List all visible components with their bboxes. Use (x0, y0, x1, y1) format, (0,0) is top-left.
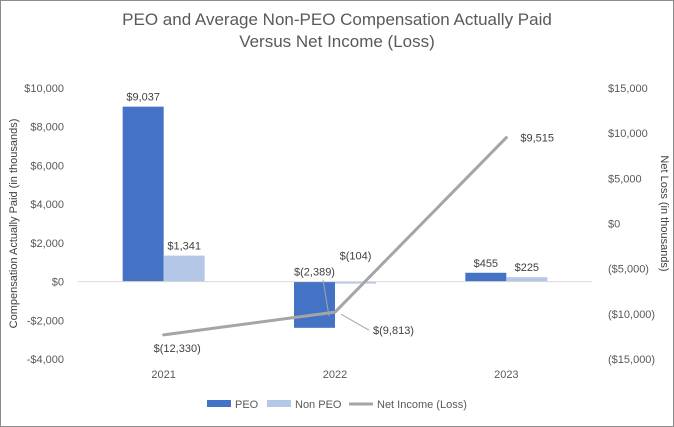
y-tick-label: $6,000 (30, 160, 64, 172)
non-peo-data-label: $225 (515, 262, 539, 274)
peo-2022-leader-line (322, 279, 330, 317)
x-tick-label: 2023 (494, 369, 518, 381)
non-peo-data-label: $(104) (340, 251, 372, 263)
legend-label: Net Income (Loss) (377, 399, 467, 411)
y-tick-label: -$4,000 (27, 354, 64, 366)
peo-bar-2021 (122, 106, 164, 282)
peo-data-label: $9,037 (126, 92, 160, 104)
y-tick-label: $2,000 (30, 238, 64, 250)
legend-swatch (207, 400, 231, 407)
legend-swatch (267, 400, 291, 407)
non-peo-bar-2021 (163, 255, 205, 282)
peo-bar-2023 (465, 272, 507, 282)
y-tick-label: $0 (52, 277, 64, 289)
non-peo-data-label: $1,341 (167, 241, 201, 253)
peo-data-label: $(2,389) (294, 267, 335, 279)
net-income-data-label: $(9,813) (373, 325, 414, 337)
net-income-line (162, 136, 508, 337)
chart-title-line1: PEO and Average Non-PEO Compensation Act… (122, 10, 552, 29)
peo-bar-2022 (294, 281, 335, 328)
y2-tick-label: $15,000 (608, 83, 648, 95)
y2-tick-label: $0 (608, 219, 620, 231)
y-tick-label: -$2,000 (27, 315, 64, 327)
y2-tick-label: $5,000 (608, 173, 642, 185)
peo-data-label: $455 (474, 258, 498, 270)
x-tick-label: 2021 (151, 369, 175, 381)
net-income-data-label: $9,515 (520, 133, 554, 145)
non-peo-bar-2023 (506, 277, 548, 282)
y2-tick-label: ($10,000) (608, 309, 655, 321)
non-peo-bar-2022 (335, 281, 376, 284)
y-tick-label: $4,000 (30, 199, 64, 211)
net-income-2022-leader-line (340, 313, 370, 331)
legend-label: PEO (235, 399, 259, 411)
chart-title-line2: Versus Net Income (Loss) (239, 32, 435, 51)
y2-tick-label: ($15,000) (608, 354, 655, 366)
legend-label: Non PEO (295, 399, 342, 411)
net-income-data-label: $(12,330) (154, 343, 201, 355)
y2-tick-label: ($5,000) (608, 264, 649, 276)
x-tick-label: 2022 (323, 369, 347, 381)
y-axis-title: Compensation Actually Paid (in thousands… (8, 119, 20, 329)
y-tick-label: $10,000 (24, 83, 64, 95)
y2-axis-title: Net Loss (in thousands) (658, 155, 670, 271)
y2-tick-label: $10,000 (608, 128, 648, 140)
y-tick-label: $8,000 (30, 122, 64, 134)
